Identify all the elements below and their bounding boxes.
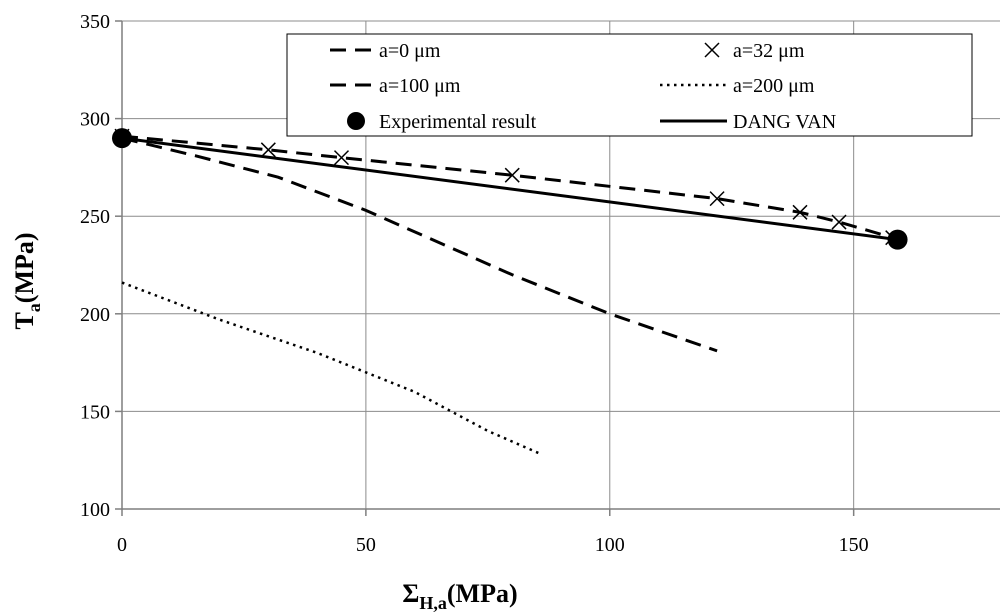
legend-label: a=32 μm [733,40,805,62]
legend-item-4: Experimental result [347,111,537,133]
x-marker-point [504,167,520,183]
x-marker-point [709,191,725,207]
series-line-5 [121,136,898,242]
x-marker-point [831,214,847,230]
legend-label: a=100 μm [379,75,461,97]
series-line-2 [121,136,718,353]
legend-item-0: a=0 μm [330,40,441,62]
y-tick-label: 150 [80,401,110,423]
experimental-point [112,128,132,149]
x-tick-label: 100 [595,534,625,556]
x-axis-title: ΣH,a(MPa) [402,579,517,613]
series-line-3 [121,281,542,456]
x-marker-point [260,142,276,158]
y-tick-label: 250 [80,206,110,228]
x-tick-label: 150 [839,534,869,556]
y-tick-label: 100 [80,499,110,521]
legend-item-1: a=32 μm [704,40,805,62]
legend-label: a=0 μm [379,40,441,62]
series-layer [112,128,908,456]
x-tick-label: 50 [356,534,376,556]
legend-label: Experimental result [379,111,537,133]
legend: a=0 μm a=32 μm a=100 μm a=200 μm Experimenta… [286,33,973,137]
experimental-point [887,229,908,250]
x-marker-point [333,150,350,166]
y-tick-label: 300 [80,109,110,131]
plot-frame [115,20,1000,516]
y-axis-title: Ta(MPa) [10,232,44,329]
series-line-0 [121,134,894,240]
legend-circle-marker [347,112,365,130]
legend-item-2: a=100 μm [330,75,461,97]
legend-label: DANG VAN [733,111,836,133]
y-tick-label: 200 [80,304,110,326]
legend-label: a=200 μm [733,75,815,97]
x-marker-point [792,204,808,220]
legend-box [286,33,973,137]
x-tick-label: 0 [117,534,127,556]
y-tick-label: 350 [80,11,110,33]
legend-item-3: a=200 μm [660,75,815,97]
legend-item-5: DANG VAN [660,111,836,133]
tick-labels: 100 150 200 250 300 350 0 50 100 150 [80,11,869,556]
legend-x-marker [704,42,720,58]
